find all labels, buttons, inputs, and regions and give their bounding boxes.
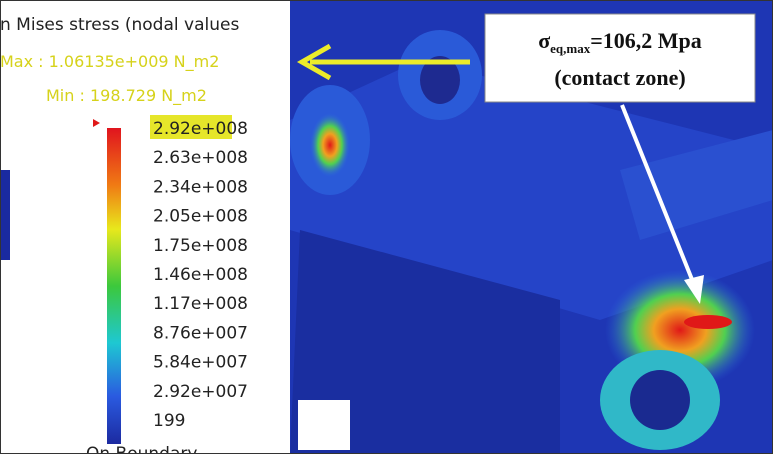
color-bar: [107, 128, 121, 444]
legend-label: 1.46e+008: [153, 265, 248, 285]
legend-label: 8.76e+007: [153, 323, 248, 343]
max-stress-zone: [684, 315, 732, 329]
link-hole: [630, 370, 690, 430]
legend-label: 2.92e+008: [153, 119, 248, 139]
subscript: eq,max: [550, 41, 591, 56]
stress-hotspot: [310, 113, 350, 177]
symbol: σ: [538, 28, 550, 53]
page: n Mises stress (nodal values Max : 1.061…: [0, 0, 773, 454]
legend-label: 199: [153, 411, 185, 431]
legend-label: 5.84e+007: [153, 353, 248, 373]
fea-screenshot: n Mises stress (nodal values Max : 1.061…: [0, 0, 773, 454]
legend-labels: 2.92e+008 2.63e+008 2.34e+008 2.05e+008 1.75…: [150, 115, 248, 431]
legend-label: 2.34e+008: [153, 177, 248, 197]
legend-title: n Mises stress (nodal values: [0, 15, 239, 35]
legend-label: 2.92e+007: [153, 382, 248, 402]
side-tab: [0, 170, 10, 260]
legend-footer: On Boundary: [86, 444, 197, 454]
legend-label: 2.05e+008: [153, 207, 248, 227]
legend-label: 1.17e+008: [153, 294, 248, 314]
annotation-note: (contact zone): [554, 65, 685, 90]
white-square: [298, 400, 350, 450]
legend-label: 1.75e+008: [153, 236, 248, 256]
legend-label: 2.63e+008: [153, 148, 248, 168]
legend-min: Min : 198.729 N_m2: [46, 86, 207, 106]
legend-max: Max : 1.06135e+009 N_m2: [0, 52, 219, 72]
value: =106,2 Mpa: [590, 28, 702, 53]
